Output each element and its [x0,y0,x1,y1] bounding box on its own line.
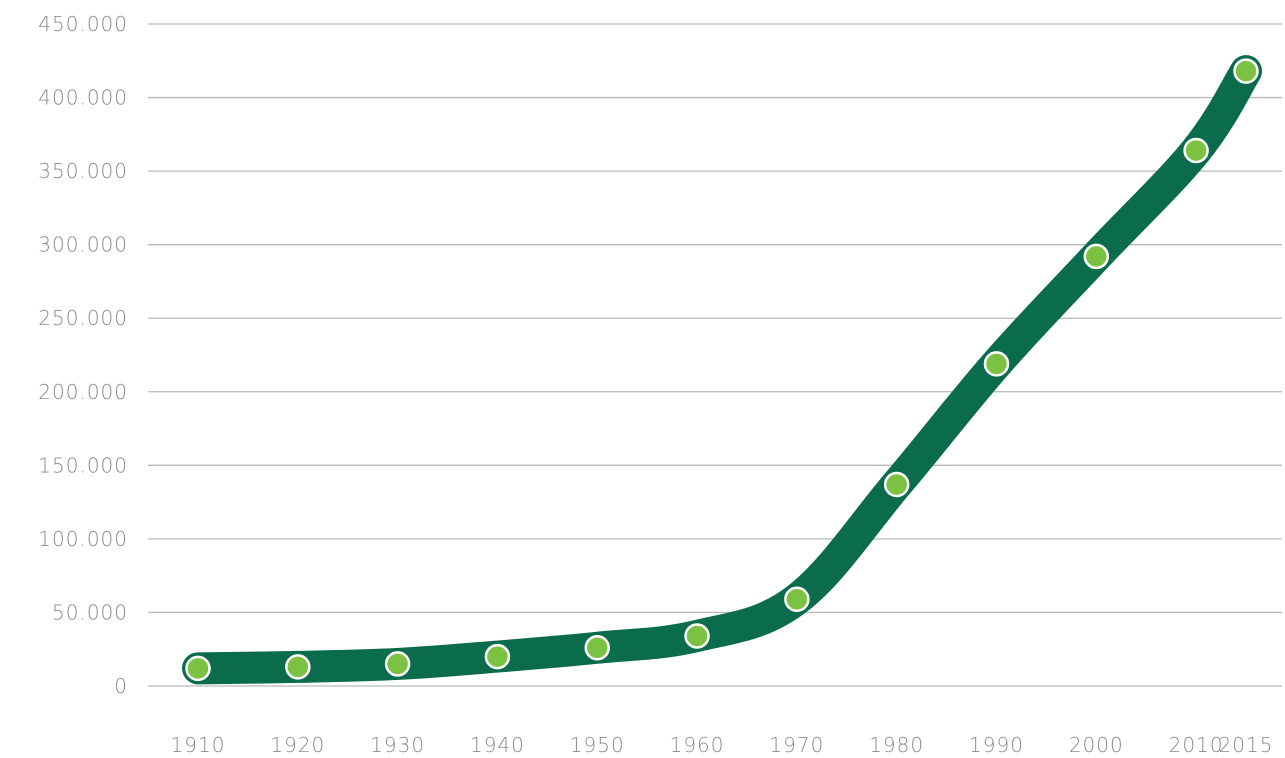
x-tick-label: 1910 [171,733,226,757]
x-tick-label: 1950 [570,733,625,757]
y-tick-label: 150.000 [38,453,128,477]
y-tick-label: 200.000 [38,380,128,404]
data-points [185,58,1259,682]
y-axis-ticks: 0 50.000 100.000 150.000 200.000 250.000 300.0… [38,12,128,698]
data-point [1183,137,1209,164]
x-tick-label: 1970 [769,733,824,757]
x-axis-ticks: 1910 1920 1930 1940 1950 1960 1970 1980 1990 2000… [171,733,1274,757]
y-tick-label: 350.000 [38,159,128,183]
data-point [883,471,910,498]
y-tick-label: 50.000 [52,600,128,624]
data-point [384,651,411,677]
data-point [185,655,211,682]
y-tick-label: 250.000 [38,306,128,330]
data-point [1233,58,1259,84]
x-tick-label: 1940 [470,733,525,757]
data-point [1083,243,1110,270]
x-tick-label: 1960 [670,733,725,757]
x-tick-label: 2015 [1219,733,1274,757]
series [182,55,1262,685]
gridlines [148,23,1282,687]
data-point [285,654,311,680]
x-tick-label: 1990 [969,733,1024,757]
x-tick-label: 1920 [270,733,325,757]
series-line [182,55,1262,685]
x-tick-label: 1980 [869,733,924,757]
data-point [684,623,710,649]
y-tick-label: 100.000 [38,527,128,551]
data-point [584,635,610,661]
y-tick-label: 400.000 [38,86,128,110]
x-tick-label: 1930 [370,733,425,757]
y-tick-label: 300.000 [38,233,128,257]
y-tick-label: 0 [114,674,128,698]
y-tick-label: 450.000 [38,12,128,36]
data-point [484,643,511,670]
data-point [983,351,1010,377]
x-tick-label: 2000 [1069,733,1124,757]
x-tick-label: 2010 [1169,733,1224,757]
data-point [784,586,810,612]
